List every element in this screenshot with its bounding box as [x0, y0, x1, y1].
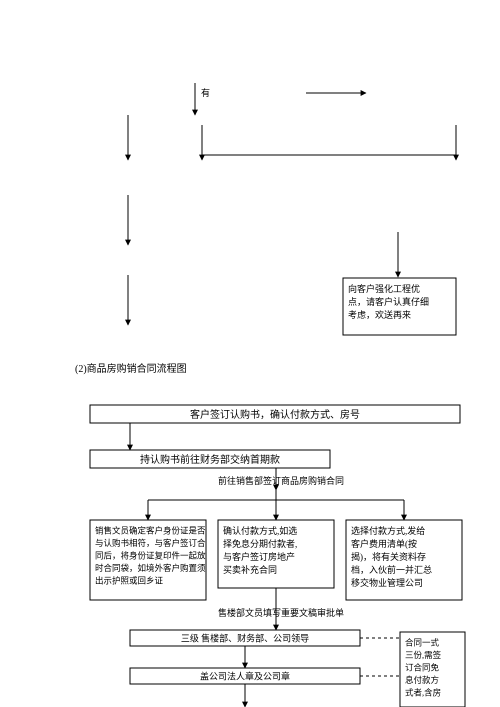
col-right-l4: 移交物业管理公司 — [351, 577, 423, 588]
side-box-text-l1: 三份,需签 — [405, 650, 442, 660]
step1: 客户签订认购书，确认付款方式、房号 — [190, 408, 360, 421]
col-right-l2: 揭)，将有关资料存 — [351, 551, 426, 562]
col-left-l0: 销售文员确定客户身份证是否 — [95, 526, 206, 536]
step3-label: 前往销售部签订商品房购销合同 — [218, 475, 344, 486]
step5: 盖公司法人章及公司章 — [200, 671, 290, 682]
top-advice-l2: 考虑，欢送再来 — [348, 309, 411, 320]
top-advice-l1: 点，请客户认真仔细 — [348, 296, 429, 307]
col-left-l4: 出示护照或回乡证 — [95, 576, 164, 586]
side-box-text-l4: 式者,含房 — [405, 688, 441, 698]
step4: 三级 售楼部、财务部、公司领导 — [181, 633, 309, 644]
step2: 持认购书前往财务部交纳首期款 — [140, 453, 280, 466]
side-box-text-l3: 息付款方 — [405, 675, 439, 685]
col-left-l2: 同后，将身份证复印件一起放 — [95, 551, 206, 561]
label-you: 有 — [201, 87, 210, 98]
col-right-l1: 客户费用清单(按 — [351, 538, 417, 549]
col-mid-l2: 与客户签订房地产 — [223, 551, 295, 562]
col-mid-l3: 买卖补充合同 — [223, 564, 277, 575]
side-box-text-l0: 合同一式 — [405, 638, 440, 648]
col-right-l3: 档，入伙前一并汇总 — [351, 564, 432, 575]
col-left-l1: 与认购书相符，与客户签订合 — [95, 538, 206, 548]
col-mid-l0: 确认付款方式,如选 — [223, 525, 297, 536]
col-right-l0: 选择付款方式,发给 — [351, 525, 425, 536]
side-box-text-l2: 订合同免 — [405, 663, 440, 673]
section-title: (2)商品房购销合同流程图 — [75, 362, 187, 375]
top-advice-l0: 向客户强化工程优 — [348, 283, 420, 294]
col-mid-l1: 择免息分期付款者, — [223, 538, 297, 549]
col-left-l3: 时合同袋，如境外客户购置须 — [95, 563, 206, 573]
label-mid: 售楼部文员填写重要文稿审批单 — [218, 607, 344, 618]
